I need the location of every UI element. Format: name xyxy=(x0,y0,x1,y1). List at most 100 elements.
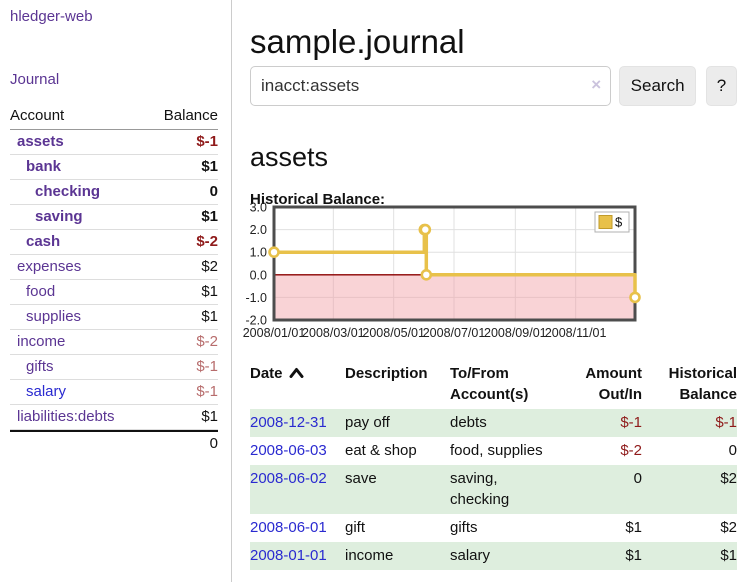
account-row-gifts: gifts $-1 xyxy=(10,355,218,380)
search-form: × Search ? xyxy=(250,66,738,106)
cell-amount: 0 xyxy=(633,470,642,487)
cell-date: 2008-06-02 xyxy=(250,465,345,514)
cell-accounts: salary xyxy=(450,547,491,564)
transaction-date-link[interactable]: 2008-01-01 xyxy=(250,547,327,564)
negative-region xyxy=(274,274,635,320)
account-link[interactable]: assets xyxy=(17,133,64,150)
account-link[interactable]: food xyxy=(26,283,56,300)
y-tick-label: -2.0 xyxy=(245,314,267,328)
transaction-date-link[interactable]: 2008-06-01 xyxy=(250,519,327,536)
column-header-balance[interactable]: Historical Balance xyxy=(668,365,737,403)
sort-ascending-icon xyxy=(289,363,304,384)
account-link[interactable]: expenses xyxy=(17,258,82,275)
register-header-row: Date Description To/From Account(s) Amou… xyxy=(250,360,737,409)
brand-link[interactable]: hledger-web xyxy=(10,8,93,25)
account-balance: $1 xyxy=(201,158,218,175)
register-row: 2008-12-31 pay off debts $-1 $-1 xyxy=(250,409,737,437)
account-link[interactable]: gifts xyxy=(26,358,54,375)
column-header-accounts[interactable]: To/From Account(s) xyxy=(450,365,529,403)
data-point[interactable] xyxy=(268,246,280,259)
column-header-date[interactable]: Date xyxy=(250,360,345,409)
account-link[interactable]: cash xyxy=(26,233,61,250)
sidebar: hledger-web Journal Account Balance asse… xyxy=(0,0,231,582)
cell-amount: $-1 xyxy=(620,414,642,431)
account-balance: $-2 xyxy=(196,233,218,250)
account-row-assets: assets $-1 xyxy=(10,130,218,155)
search-input[interactable] xyxy=(250,66,612,106)
account-balance: $-1 xyxy=(196,133,218,150)
data-point[interactable] xyxy=(629,291,641,304)
x-tick-label: 2008/05/01 xyxy=(362,326,425,340)
y-tick-label: -1.0 xyxy=(245,291,267,305)
legend-swatch xyxy=(598,215,613,229)
cell-accounts: food, supplies xyxy=(450,442,543,459)
account-link[interactable]: bank xyxy=(26,158,62,175)
account-link[interactable]: saving xyxy=(35,208,83,225)
account-balance: $-1 xyxy=(196,358,218,375)
x-tick-label: 2008/07/01 xyxy=(423,326,486,340)
register-table: Date Description To/From Account(s) Amou… xyxy=(250,360,737,570)
historical-balance-chart: $3.0 2.0 1.0 0.0 -1.0 -2.0 2008/01/01 2008/03/0… xyxy=(240,200,740,345)
transaction-date-link[interactable]: 2008-12-31 xyxy=(250,414,327,431)
accounts-total-value: 0 xyxy=(209,435,218,452)
help-button[interactable]: ? xyxy=(706,66,738,106)
account-row-liabilities-debts: liabilities:debts $1 xyxy=(10,405,218,430)
account-heading: assets xyxy=(250,142,329,173)
account-link[interactable]: salary xyxy=(26,383,67,400)
cell-accounts: gifts xyxy=(450,519,478,536)
cell-accounts: saving, checking xyxy=(450,470,510,508)
column-header-description[interactable]: Description xyxy=(345,365,428,382)
clear-search-icon[interactable]: × xyxy=(591,75,602,94)
x-tick-label: 2008/11/01 xyxy=(545,326,607,340)
cell-description: save xyxy=(345,470,377,487)
account-link[interactable]: liabilities:debts xyxy=(17,408,115,425)
account-balance: $1 xyxy=(201,308,218,325)
x-tick-label: 2008/03/01 xyxy=(302,326,365,340)
account-balance: $1 xyxy=(201,283,218,300)
accounts-header-balance: Balance xyxy=(163,107,218,124)
cell-date: 2008-12-31 xyxy=(250,409,345,437)
data-point[interactable] xyxy=(419,223,432,236)
register-row: 2008-06-03 eat & shop food, supplies $-2… xyxy=(250,437,737,465)
account-row-food: food $1 xyxy=(10,280,218,305)
account-link[interactable]: supplies xyxy=(26,308,82,325)
nav-journal-link[interactable]: Journal xyxy=(10,71,60,88)
transaction-date-link[interactable]: 2008-06-03 xyxy=(250,442,327,459)
sidebar-divider xyxy=(231,0,232,582)
account-balance: $1 xyxy=(201,408,218,425)
y-tick-label: 1.0 xyxy=(250,246,267,260)
account-row-cash: cash $-2 xyxy=(10,230,218,255)
x-tick-label: 2008/09/01 xyxy=(484,326,547,340)
transaction-date-link[interactable]: 2008-06-02 xyxy=(250,470,327,487)
account-balance: $-1 xyxy=(196,383,218,400)
column-header-amount[interactable]: Amount Out/In xyxy=(585,365,642,403)
page-title: sample.journal xyxy=(250,23,465,61)
y-tick-label: 2.0 xyxy=(250,223,267,237)
search-button[interactable]: Search xyxy=(619,66,697,106)
account-row-income: income $-2 xyxy=(10,330,218,355)
register-row: 2008-01-01 income salary $1 $1 xyxy=(250,542,737,570)
y-tick-label: 0.0 xyxy=(250,268,267,282)
accounts-header-account: Account xyxy=(10,107,65,124)
account-link[interactable]: income xyxy=(17,333,66,350)
cell-description: pay off xyxy=(345,414,390,431)
cell-date: 2008-06-01 xyxy=(250,514,345,542)
cell-balance: $2 xyxy=(720,519,737,536)
account-row-saving: saving $1 xyxy=(10,205,218,230)
accounts-tree: Account Balance assets $-1 bank $1 check… xyxy=(10,104,218,455)
account-balance: $1 xyxy=(201,208,218,225)
chart-heading: Historical Balance: xyxy=(250,191,386,208)
cell-amount: $1 xyxy=(625,547,642,564)
account-balance: $2 xyxy=(201,258,218,275)
legend-label: $ xyxy=(615,215,623,230)
account-link[interactable]: checking xyxy=(35,183,101,200)
search-input-wrap: × xyxy=(250,66,612,106)
y-tick-label: 3.0 xyxy=(250,201,267,215)
cell-accounts: debts xyxy=(450,414,487,431)
x-tick-label: 2008/01/01 xyxy=(243,326,306,340)
data-point[interactable] xyxy=(420,269,433,281)
account-row-salary: salary $-1 xyxy=(10,380,218,405)
register-row: 2008-06-01 gift gifts $1 $2 xyxy=(250,514,737,542)
account-balance: 0 xyxy=(209,183,218,200)
accounts-header: Account Balance xyxy=(10,104,218,130)
